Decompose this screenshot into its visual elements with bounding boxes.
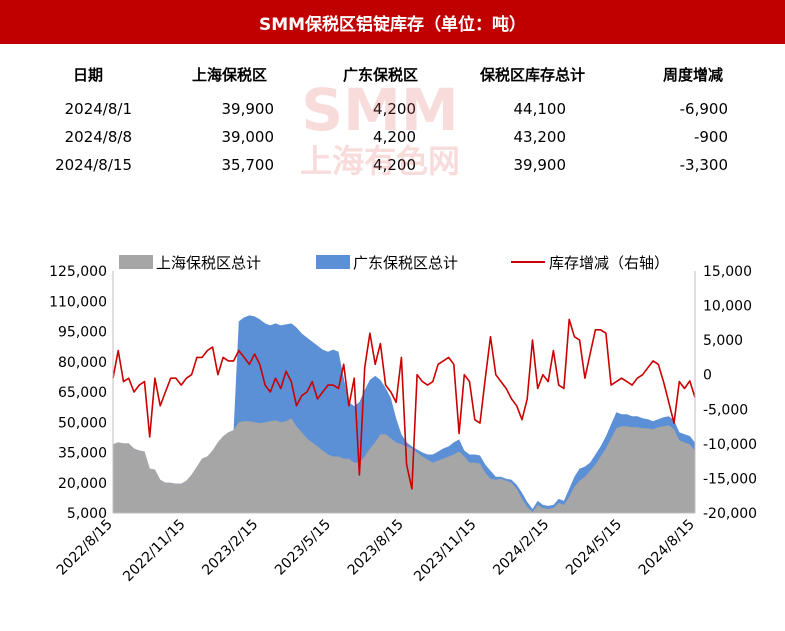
row-shanghai: 35,700	[221, 156, 275, 174]
x-tick-label: 2023/11/15	[411, 517, 479, 585]
table-row: 2024/8/8 39,000 4,200 43,200 -900	[0, 128, 785, 152]
header-total: 保税区库存总计	[480, 66, 586, 84]
row-guangdong: 4,200	[373, 100, 416, 118]
row-total: 39,900	[513, 156, 567, 174]
inventory-chart: 上海保税区总计 广东保税区总计 库存增减（右轴） 5,000 20,000 35,0…	[49, 254, 757, 585]
chart-title: SMM保税区铝锭库存（单位：吨）	[0, 0, 785, 44]
left-tick-label: 35,000	[58, 446, 107, 462]
left-tick-label: 5,000	[67, 506, 107, 522]
row-change: -900	[693, 128, 728, 146]
row-total: 43,200	[513, 128, 567, 146]
x-tick-label: 2022/8/15	[54, 517, 116, 579]
x-tick-label: 2024/5/15	[563, 517, 625, 579]
row-date: 2024/8/1	[64, 100, 132, 118]
legend-swatch-shanghai	[119, 255, 153, 269]
row-change: -3,300	[679, 156, 728, 174]
header-guangdong: 广东保税区	[343, 66, 419, 84]
row-total: 44,100	[513, 100, 567, 118]
left-tick-label: 50,000	[58, 415, 107, 431]
row-shanghai: 39,000	[221, 128, 275, 146]
legend-label-guangdong: 广东保税区总计	[353, 254, 458, 272]
legend-swatch-guangdong	[316, 255, 350, 269]
row-date: 2024/8/15	[55, 156, 132, 174]
row-guangdong: 4,200	[373, 156, 416, 174]
left-tick-label: 80,000	[58, 355, 107, 371]
left-tick-label: 65,000	[58, 385, 107, 401]
header-weekly-change: 周度增减	[663, 66, 724, 84]
legend-label-shanghai: 上海保税区总计	[156, 254, 261, 272]
x-tick-label: 2022/11/15	[120, 517, 188, 585]
right-tick-label: 15,000	[703, 264, 752, 280]
row-change: -6,900	[679, 100, 728, 118]
table-row: 2024/8/1 39,900 4,200 44,100 -6,900	[0, 100, 785, 124]
x-tick-label: 2023/8/15	[345, 517, 407, 579]
right-tick-label: 5,000	[703, 333, 743, 349]
x-tick-label: 2023/5/15	[272, 517, 334, 579]
right-tick-label: 10,000	[703, 299, 752, 315]
left-tick-label: 125,000	[49, 264, 107, 280]
left-tick-label: 110,000	[49, 294, 107, 310]
x-tick-label: 2024/8/15	[636, 517, 698, 579]
x-tick-label: 2024/2/15	[490, 517, 552, 579]
chart-legend: 上海保税区总计 广东保税区总计 库存增减（右轴）	[119, 254, 669, 272]
row-guangdong: 4,200	[373, 128, 416, 146]
header-date: 日期	[73, 66, 104, 84]
right-tick-label: -15,000	[703, 471, 757, 487]
right-tick-label: -10,000	[703, 437, 757, 453]
series-area-shanghai	[113, 418, 695, 513]
header-shanghai: 上海保税区	[192, 66, 268, 84]
left-tick-label: 95,000	[58, 325, 107, 341]
x-tick-label: 2023/2/15	[199, 517, 261, 579]
left-tick-label: 20,000	[58, 476, 107, 492]
right-tick-label: -20,000	[703, 506, 757, 522]
row-shanghai: 39,900	[221, 100, 275, 118]
legend-label-change: 库存增减（右轴）	[549, 254, 669, 272]
series-line-change	[112, 318, 696, 490]
plot-area	[112, 315, 696, 513]
row-date: 2024/8/8	[64, 128, 132, 146]
table-row: 2024/8/15 35,700 4,200 39,900 -3,300	[0, 156, 785, 180]
right-tick-label: 0	[703, 368, 712, 384]
table-header-row: 日期 上海保税区 广东保税区 保税区库存总计 周度增减	[0, 64, 785, 88]
right-tick-label: -5,000	[703, 402, 748, 418]
